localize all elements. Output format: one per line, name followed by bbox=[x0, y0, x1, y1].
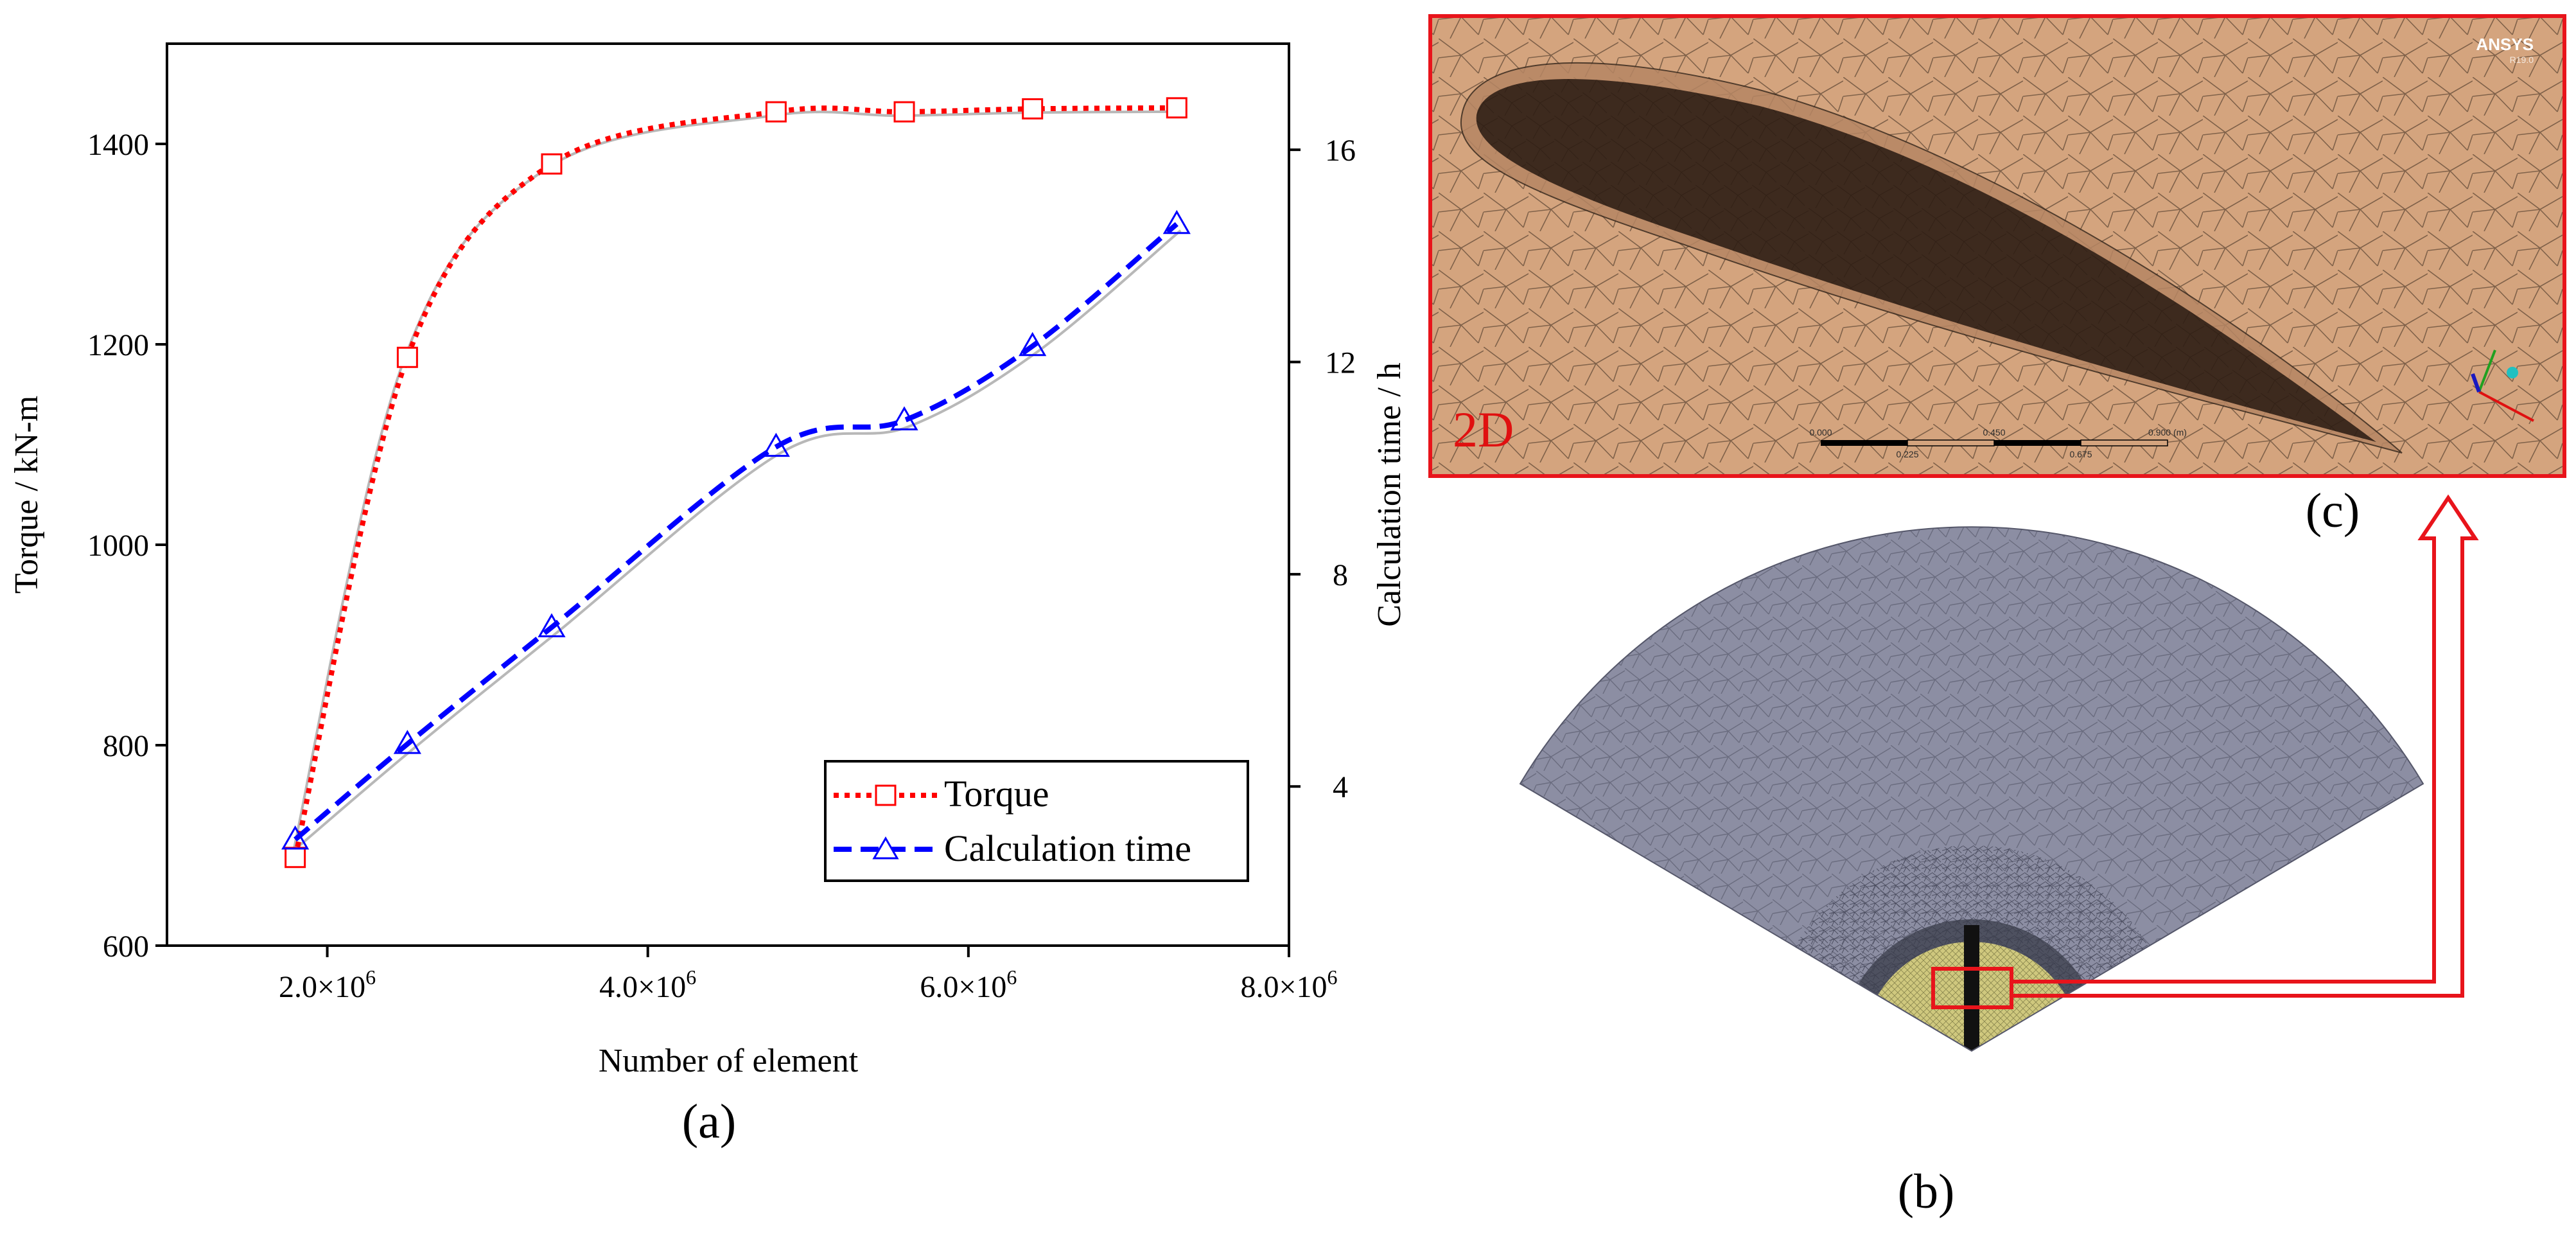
torque-point bbox=[396, 346, 418, 368]
y-left-tick-label: 1400 bbox=[87, 128, 149, 162]
torque-point bbox=[765, 101, 787, 123]
calculation-time-point bbox=[281, 825, 310, 850]
calculation-time-fit-curve bbox=[298, 229, 1182, 847]
panel-b-label: (b) bbox=[1898, 1165, 1955, 1219]
x-tick-label: 8.0×106 bbox=[1240, 966, 1337, 1004]
y-left-tick-label: 1200 bbox=[87, 328, 149, 362]
y-left-axis-title: Torque / kN-m bbox=[8, 396, 45, 594]
ansys-version: R19.0 bbox=[2510, 55, 2534, 65]
panel-a-label: (a) bbox=[682, 1095, 736, 1149]
legend-box bbox=[824, 760, 1249, 882]
x-axis: 2.0×106 4.0×106 6.0×106 8.0×106 Number o… bbox=[279, 946, 1338, 1079]
torque-markers bbox=[285, 97, 1187, 869]
legend-time-marker bbox=[872, 836, 899, 860]
legend: Torque Calculation time bbox=[824, 760, 1249, 882]
fan-outline bbox=[1519, 526, 2424, 1052]
blade-section-mesh bbox=[1476, 78, 2376, 442]
y-right-tick-label: 16 bbox=[1325, 134, 1356, 168]
scale-label: 0.000 bbox=[1809, 427, 1832, 437]
torque-point bbox=[1022, 98, 1044, 119]
y-right-tick-label: 8 bbox=[1333, 558, 1348, 592]
panel-c-mesh-zoom: 0.000 0.225 0.450 0.675 0.900 (m) ANSYS … bbox=[1428, 14, 2566, 538]
calculation-time-point bbox=[890, 406, 918, 430]
calculation-time-point bbox=[538, 613, 566, 637]
legend-torque-marker bbox=[875, 784, 897, 806]
panel-c-label: (c) bbox=[2306, 484, 2360, 538]
legend-torque-label: Torque bbox=[944, 773, 1049, 815]
axis-triad-icon bbox=[2471, 349, 2534, 422]
scale-bar: 0.000 0.225 0.450 0.675 0.900 (m) bbox=[1809, 427, 2186, 459]
calculation-time-point bbox=[393, 730, 421, 754]
fan-domain-mesh bbox=[1520, 527, 2423, 1051]
plot-frame bbox=[166, 42, 1290, 947]
y-right-tick-label: 4 bbox=[1333, 770, 1348, 804]
torque-point bbox=[285, 847, 306, 869]
y-left-tick-label: 800 bbox=[103, 729, 149, 763]
mesh-2d-tag: 2D bbox=[1453, 402, 1514, 457]
scale-label: 0.900 (m) bbox=[2148, 427, 2187, 437]
y-right-axis-title: Calculation time / h bbox=[1371, 362, 1408, 627]
ansys-logo: ANSYS bbox=[2476, 35, 2534, 54]
legend-time-label: Calculation time bbox=[944, 827, 1191, 869]
chart-panel-a: 2.0×106 4.0×106 6.0×106 8.0×106 Number o… bbox=[8, 42, 1408, 1149]
torque-series-line bbox=[292, 105, 1177, 858]
torque-point bbox=[893, 101, 915, 123]
calculation-time-point bbox=[1019, 331, 1047, 357]
scale-label: 0.450 bbox=[1983, 427, 2005, 437]
x-tick-label: 4.0×106 bbox=[599, 966, 696, 1004]
calculation-time-point bbox=[1162, 209, 1191, 234]
zoom-highlight-box bbox=[1931, 967, 2013, 1009]
blade-strip bbox=[1964, 925, 1979, 1051]
y-axis-right: 4 8 12 16 Calculation time / h bbox=[1289, 134, 1408, 804]
x-axis-title: Number of element bbox=[599, 1043, 859, 1079]
calculation-time-series-line bbox=[294, 222, 1178, 842]
panel-c-frame bbox=[1428, 14, 2566, 478]
y-left-tick-label: 600 bbox=[103, 930, 149, 964]
x-tick-label: 6.0×106 bbox=[920, 966, 1017, 1004]
x-tick-label: 2.0×106 bbox=[279, 966, 376, 1004]
torque-point bbox=[1166, 97, 1187, 119]
scale-label: 0.225 bbox=[1896, 449, 1918, 459]
scale-label: 0.675 bbox=[2069, 449, 2092, 459]
calculation-time-point bbox=[762, 432, 790, 457]
refined-mesh-ring bbox=[1766, 845, 2177, 1051]
zoom-connector-arrow bbox=[2011, 494, 2479, 998]
torque-point bbox=[541, 153, 563, 175]
y-left-tick-label: 1000 bbox=[87, 529, 149, 563]
panel-b-fan-domain: (b) bbox=[1519, 494, 2479, 1219]
torque-fit-curve bbox=[290, 110, 1173, 862]
y-right-tick-label: 12 bbox=[1325, 346, 1356, 380]
calculation-time-markers bbox=[281, 209, 1191, 850]
y-axis-left: 600 800 1000 1200 1400 Torque / kN-m bbox=[8, 128, 167, 964]
